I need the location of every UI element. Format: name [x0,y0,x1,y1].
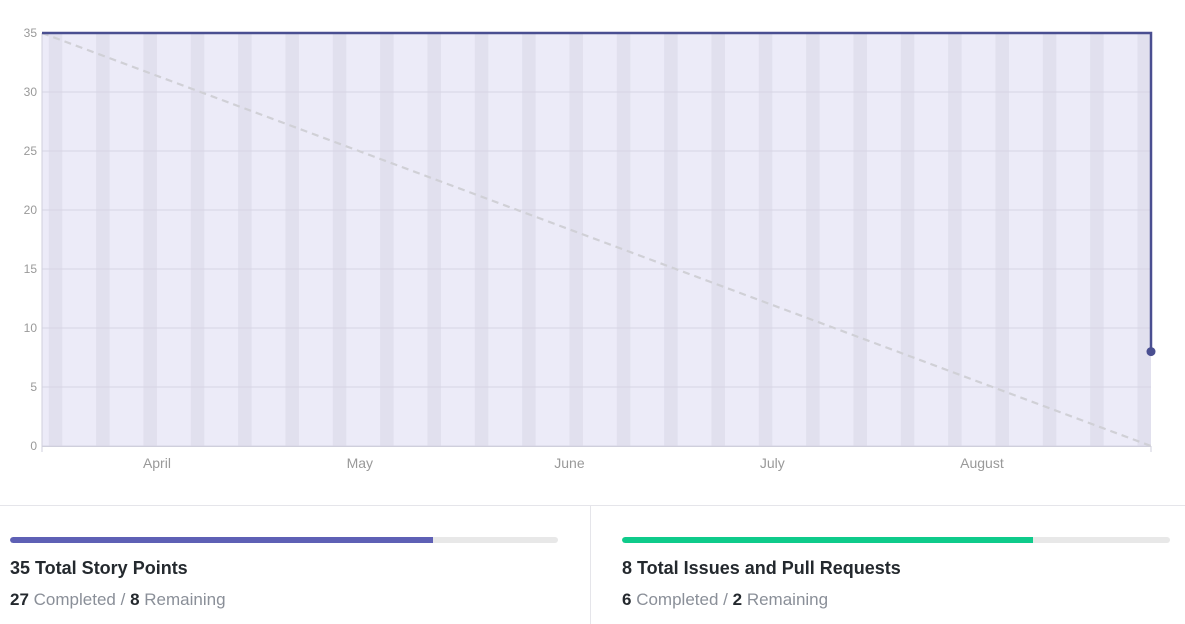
story-points-breakdown: 27 Completed / 8 Remaining [10,589,558,611]
weekend-band [664,33,678,446]
story-points-remaining-count: 8 [130,590,140,609]
weekend-band [190,33,205,446]
weekend-band [48,33,63,446]
x-tick-label: June [554,455,585,471]
story-points-title: 35 Total Story Points [10,558,188,578]
weekend-band [332,33,347,446]
weekend-band [853,33,867,446]
x-tick-label: July [760,455,785,471]
weekend-band [569,33,583,446]
y-tick-label: 20 [24,203,38,217]
y-tick-label: 25 [24,144,38,158]
weekend-band [1042,33,1057,446]
issues-title: 8 Total Issues and Pull Requests [622,558,901,578]
weekend-band [616,33,631,446]
y-tick-label: 5 [30,380,37,394]
section-divider [0,505,1185,506]
ideal-burndown-line [41,31,1152,448]
story-points-progress-bar [10,537,558,543]
issues-progress-fill [622,537,1033,543]
x-tick-label: April [143,455,171,471]
story-points-completed-count: 27 [10,590,29,609]
weekend-band [285,33,299,446]
issues-progress-bar [622,537,1170,543]
weekend-band [143,33,157,446]
burndown-chart: 0 5 10 15 20 25 30 35 April May June July August [24,26,1156,471]
weekend-band [758,33,773,446]
actual-remaining-line [42,31,1153,352]
weekend-band [948,33,962,446]
weekend-band [238,33,252,446]
current-remaining-point [1146,347,1156,357]
weekend-band [711,33,725,446]
weekend-band [900,33,915,446]
column-divider [590,506,591,624]
weekend-band [474,33,489,446]
issues-completed-label: Completed [636,590,719,609]
weekend-band [380,33,394,446]
x-tick-label: May [347,455,373,471]
story-points-completed-label: Completed [33,590,116,609]
weekend-band [806,33,820,446]
story-points-summary: 35 Total Story Points 27 Completed / 8 R… [10,537,558,611]
y-tick-label: 15 [24,262,38,276]
weekend-band [1137,33,1151,446]
story-points-remaining-label: Remaining [144,590,226,609]
weekend-band [995,33,1009,446]
y-tick-label: 10 [24,321,38,335]
y-tick-label: 30 [24,85,38,99]
story-points-separator: / [120,590,126,609]
y-tick-label: 0 [30,439,37,453]
issues-remaining-label: Remaining [746,590,829,609]
x-tick-label: August [960,455,1004,471]
weekend-band [522,33,536,446]
weekend-band [427,33,441,446]
issues-summary: 8 Total Issues and Pull Requests 6 Compl… [622,537,1170,611]
issues-remaining-count: 2 [732,590,743,609]
weekend-band [96,33,110,446]
issues-completed-count: 6 [622,590,632,609]
issues-separator: / [723,590,728,609]
issues-breakdown: 6 Completed / 2 Remaining [622,589,1170,611]
y-tick-label: 35 [24,26,38,40]
story-points-progress-fill [10,537,433,543]
weekend-band [1090,33,1104,446]
